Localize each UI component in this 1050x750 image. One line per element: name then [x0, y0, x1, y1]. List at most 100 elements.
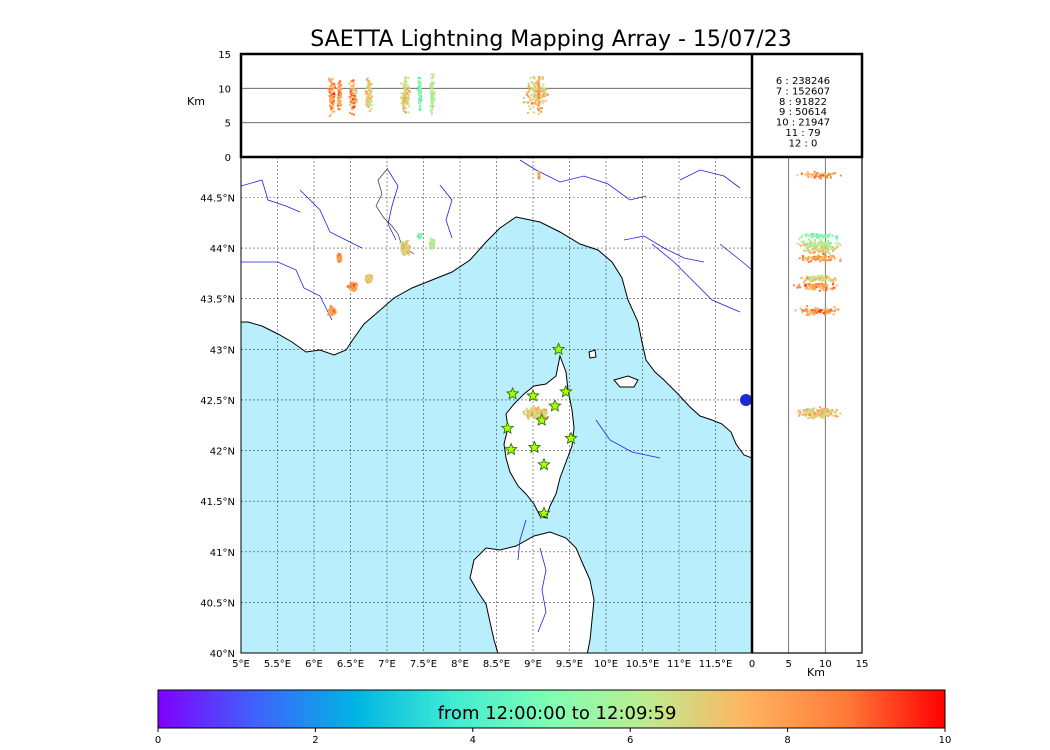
- lightning-source: [369, 280, 372, 283]
- lat-altitude-source: [820, 411, 823, 414]
- lat-altitude-source: [814, 279, 817, 282]
- lat-altitude-source: [801, 310, 804, 313]
- altitude-source: [418, 97, 421, 100]
- altitude-source: [328, 115, 331, 118]
- lat-altitude-source: [823, 241, 826, 244]
- altitude-source: [537, 86, 540, 89]
- lightning-source: [526, 410, 529, 413]
- altitude-source: [333, 110, 336, 113]
- altitude-source: [527, 95, 530, 98]
- altitude-source: [419, 83, 422, 86]
- lat-altitude-source: [819, 258, 822, 261]
- lat-altitude-source: [821, 287, 824, 290]
- lat-altitude-x-tick-labels: 0 5 10 15: [749, 659, 869, 670]
- altitude-source: [332, 107, 335, 110]
- lat-altitude-source: [815, 286, 818, 289]
- lat-altitude-source: [836, 236, 839, 239]
- lat-altitude-source: [807, 417, 810, 420]
- lat-altitude-source: [836, 246, 839, 249]
- lightning-source: [545, 411, 548, 414]
- lat-altitude-source: [822, 308, 825, 311]
- altitude-source: [406, 99, 409, 102]
- lat-altitude-source: [806, 277, 809, 280]
- altitude-source: [419, 96, 422, 99]
- lightning-source: [332, 309, 335, 312]
- altitude-source: [331, 77, 334, 80]
- lightning-source: [337, 253, 340, 256]
- altitude-source: [405, 86, 408, 89]
- lat-altitude-source: [823, 251, 826, 254]
- lat-altitude-source: [832, 283, 835, 286]
- lat-altitude-source: [805, 246, 808, 249]
- lat-altitude-source: [804, 309, 807, 312]
- altitude-source: [541, 91, 544, 94]
- lightning-source: [536, 411, 539, 414]
- map-x-tick-label: 7.5°E: [410, 659, 437, 670]
- lat-altitude-source: [821, 244, 824, 247]
- lightning-source: [532, 416, 535, 419]
- altitude-source: [355, 91, 358, 94]
- rivers: [241, 159, 752, 633]
- lat-altitude-source: [819, 277, 822, 280]
- lat-altitude-source: [820, 282, 823, 285]
- altitude-source: [418, 80, 421, 83]
- lat-altitude-source: [816, 408, 819, 411]
- lat-altitude-source: [798, 257, 801, 260]
- altitude-source: [535, 97, 538, 100]
- lat-altitude-source: [825, 246, 828, 249]
- lightning-source: [403, 253, 406, 256]
- lat-altitude-source: [809, 287, 812, 290]
- altitude-source: [368, 103, 371, 106]
- lat-altitude-source: [833, 277, 836, 280]
- altitude-source: [367, 84, 370, 87]
- lightning-source: [352, 288, 355, 291]
- lat-altitude-source: [798, 411, 801, 414]
- lat-altitude-source: [823, 288, 826, 291]
- lat-altitude-source: [818, 176, 821, 179]
- lat-altitude-source: [809, 411, 812, 414]
- lightning-source: [406, 249, 409, 252]
- lightning-source: [331, 306, 334, 309]
- altitude-source: [536, 96, 539, 99]
- lat-altitude-source: [822, 249, 825, 252]
- lat-altitude-source: [805, 309, 808, 312]
- altitude-source: [538, 101, 541, 104]
- altitude-source: [404, 94, 407, 97]
- altitude-source: [339, 89, 342, 92]
- lat-altitude-source: [813, 307, 816, 310]
- map-y-tick-label: 40°N: [210, 649, 235, 660]
- lat-altitude-source: [801, 173, 804, 176]
- altitude-source: [429, 84, 432, 87]
- altitude-source: [331, 99, 334, 102]
- lightning-source: [407, 253, 410, 256]
- map-x-tick-label: 10°E: [594, 659, 618, 670]
- altitude-source: [531, 98, 534, 101]
- map-x-tick-label: 5°E: [232, 659, 250, 670]
- altitude-source: [367, 94, 370, 97]
- altitude-source: [405, 101, 408, 104]
- altitude-source: [540, 107, 543, 110]
- map-x-tick-label: 8.5°E: [483, 659, 510, 670]
- lat-altitude-source: [807, 283, 810, 286]
- lightning-source: [401, 250, 404, 253]
- altitude-source: [369, 87, 372, 90]
- lat-altitude-source: [829, 254, 832, 257]
- lat-altitude-source: [805, 413, 808, 416]
- lat-altitude-source: [810, 175, 813, 178]
- altitude-source: [532, 76, 535, 79]
- altitude-source: [419, 108, 422, 111]
- altitude-source: [353, 94, 356, 97]
- lat-altitude-source: [823, 174, 826, 177]
- lat-altitude-source: [829, 242, 832, 245]
- lightning-source: [527, 410, 530, 413]
- lat-altitude-source: [832, 172, 835, 175]
- lightning-source: [429, 244, 432, 247]
- lat-altitude-source: [823, 283, 826, 286]
- lat-altitude-source: [801, 254, 804, 257]
- lat-altitude-source: [808, 284, 811, 287]
- lat-altitude-source: [832, 414, 835, 417]
- altitude-source: [339, 96, 342, 99]
- altitude-source: [430, 73, 433, 76]
- lat-altitude-source: [808, 245, 811, 248]
